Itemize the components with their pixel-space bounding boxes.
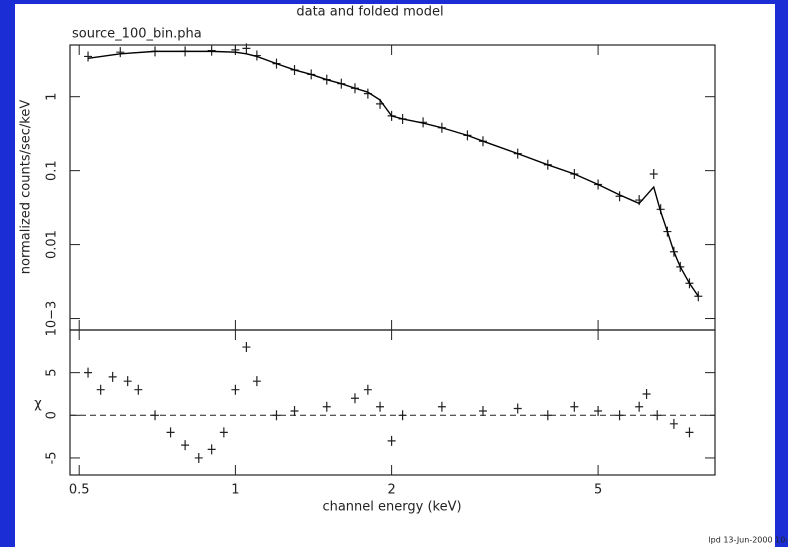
x-tick-label: 1	[231, 483, 239, 498]
y-tick-label: 0	[45, 411, 60, 419]
footer: lpd 13-Jun-2000 10:	[708, 536, 788, 545]
x-tick-label: 2	[387, 483, 395, 498]
data-point	[84, 367, 93, 378]
data-point	[669, 418, 678, 429]
data-point	[635, 401, 644, 412]
data-point	[653, 410, 662, 421]
data-point	[194, 452, 203, 463]
data-point	[84, 51, 93, 62]
y-axis-label: χ	[34, 397, 42, 412]
x-axis-label: channel energy (keV)	[322, 500, 461, 515]
data-point	[478, 406, 487, 417]
x-tick-label: 0.5	[69, 483, 90, 498]
data-point	[363, 384, 372, 395]
data-point	[242, 43, 251, 54]
data-point	[166, 427, 175, 438]
y-tick-label: 10−3	[45, 301, 60, 337]
plot-paper	[15, 4, 775, 547]
y-axis-label: normalized counts/sec/keV	[19, 100, 34, 275]
subtitle: source_100_bin.pha	[72, 27, 202, 42]
data-point	[694, 291, 703, 302]
data-point	[207, 444, 216, 455]
data-point	[242, 342, 251, 353]
data-point	[290, 406, 299, 417]
y-tick-label: 1	[45, 93, 60, 101]
data-point	[116, 47, 125, 58]
y-tick-label: 0.1	[45, 160, 60, 181]
data-point	[398, 410, 407, 421]
data-point	[181, 440, 190, 451]
data-point	[134, 384, 143, 395]
data-point	[96, 384, 105, 395]
y-tick-label: 0.01	[45, 230, 60, 259]
data-point	[350, 393, 359, 404]
data-point	[108, 371, 117, 382]
data-point	[376, 401, 385, 412]
data-point	[437, 401, 446, 412]
data-point	[642, 388, 651, 399]
data-point	[594, 406, 603, 417]
data-point	[252, 376, 261, 387]
data-point	[570, 401, 579, 412]
data-point	[322, 401, 331, 412]
x-tick-label: 5	[594, 483, 602, 498]
data-point	[231, 384, 240, 395]
data-point	[387, 435, 396, 446]
plot-frame	[69, 329, 716, 476]
model-line	[87, 50, 699, 297]
data-point	[615, 410, 624, 421]
data-point	[151, 410, 160, 421]
data-point	[231, 44, 240, 55]
data-point	[649, 169, 658, 180]
data-point	[543, 410, 552, 421]
data-point	[123, 376, 132, 387]
data-point	[272, 410, 281, 421]
data-point	[685, 427, 694, 438]
data-point	[513, 403, 522, 414]
y-tick-label: 5	[45, 369, 60, 377]
data-point	[219, 427, 228, 438]
chart-title: data and folded model	[296, 5, 443, 20]
y-tick-label: -5	[45, 451, 60, 464]
data-point	[207, 45, 216, 56]
